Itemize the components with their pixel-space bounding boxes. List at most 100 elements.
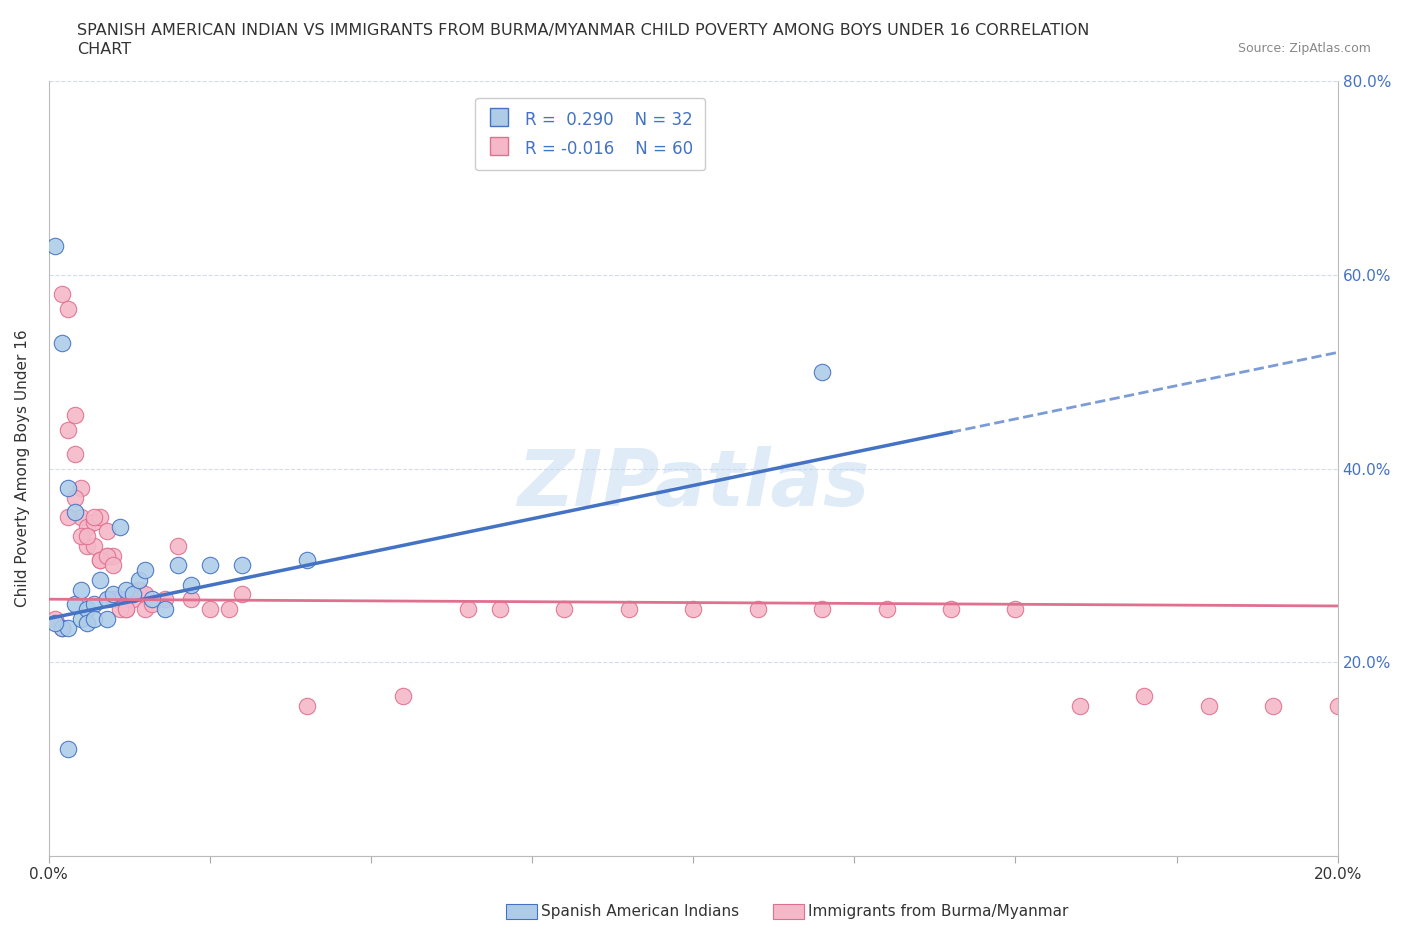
Point: [83, 596, 105, 611]
Point: [56, 621, 79, 636]
Point: [103, 587, 125, 602]
Point: [56, 301, 79, 316]
Point: [811, 365, 834, 379]
Point: [180, 591, 202, 606]
Point: [128, 582, 150, 597]
Point: [103, 558, 125, 573]
Point: [153, 591, 176, 606]
Point: [115, 602, 138, 617]
Point: [141, 591, 163, 606]
Point: [134, 563, 156, 578]
Point: [198, 602, 221, 617]
Point: [1133, 688, 1156, 703]
Point: [166, 558, 188, 573]
Point: [56, 481, 79, 496]
Point: [63, 446, 86, 461]
Point: [76, 602, 98, 617]
Point: [89, 510, 111, 525]
Point: [83, 514, 105, 529]
Point: [457, 602, 479, 617]
Text: SPANISH AMERICAN INDIAN VS IMMIGRANTS FROM BURMA/MYANMAR CHILD POVERTY AMONG BOY: SPANISH AMERICAN INDIAN VS IMMIGRANTS FR…: [77, 23, 1090, 38]
Point: [56, 510, 79, 525]
Point: [108, 591, 131, 606]
Point: [56, 422, 79, 437]
Point: [617, 602, 640, 617]
Point: [198, 558, 221, 573]
Text: CHART: CHART: [77, 42, 131, 57]
Point: [141, 596, 163, 611]
Point: [51, 287, 73, 302]
Point: [553, 602, 575, 617]
Text: Spanish American Indians: Spanish American Indians: [541, 904, 740, 919]
Point: [51, 336, 73, 351]
Point: [115, 602, 138, 617]
Text: Immigrants from Burma/Myanmar: Immigrants from Burma/Myanmar: [808, 904, 1069, 919]
Point: [89, 572, 111, 587]
Point: [44, 238, 66, 253]
Point: [70, 481, 93, 496]
Point: [89, 553, 111, 568]
Point: [96, 524, 118, 538]
Point: [89, 553, 111, 568]
Text: Source: ZipAtlas.com: Source: ZipAtlas.com: [1237, 42, 1371, 55]
Point: [56, 742, 79, 757]
Point: [96, 548, 118, 563]
Point: [76, 538, 98, 553]
Point: [231, 587, 253, 602]
Point: [108, 519, 131, 534]
Point: [76, 616, 98, 631]
Point: [1198, 698, 1220, 713]
Point: [121, 587, 143, 602]
Point: [121, 591, 143, 606]
Point: [44, 611, 66, 626]
Point: [76, 519, 98, 534]
Point: [63, 505, 86, 520]
Point: [96, 591, 118, 606]
Point: [876, 602, 898, 617]
Point: [96, 611, 118, 626]
Point: [295, 553, 318, 568]
Point: [128, 572, 150, 587]
Point: [83, 611, 105, 626]
Point: [103, 591, 125, 606]
Point: [83, 538, 105, 553]
Point: [51, 621, 73, 636]
Point: [103, 548, 125, 563]
Point: [134, 602, 156, 617]
Point: [682, 602, 704, 617]
Point: [70, 611, 93, 626]
Point: [63, 490, 86, 505]
Point: [1069, 698, 1091, 713]
Point: [63, 408, 86, 423]
Point: [70, 529, 93, 544]
Point: [153, 602, 176, 617]
Point: [115, 582, 138, 597]
Point: [939, 602, 962, 617]
Point: [76, 529, 98, 544]
Point: [44, 616, 66, 631]
Point: [180, 578, 202, 592]
Point: [218, 602, 240, 617]
Point: [1326, 698, 1348, 713]
Point: [1004, 602, 1026, 617]
Point: [489, 602, 512, 617]
Point: [134, 587, 156, 602]
Point: [96, 548, 118, 563]
Text: ZIPatlas: ZIPatlas: [517, 446, 869, 522]
Point: [70, 582, 93, 597]
Point: [83, 510, 105, 525]
Point: [63, 596, 86, 611]
Point: [70, 510, 93, 525]
Point: [392, 688, 415, 703]
Point: [166, 538, 188, 553]
Point: [115, 591, 138, 606]
Point: [51, 621, 73, 636]
Point: [811, 602, 834, 617]
Legend: R =  0.290    N = 32, R = -0.016    N = 60: R = 0.290 N = 32, R = -0.016 N = 60: [475, 98, 704, 170]
Point: [295, 698, 318, 713]
Point: [1263, 698, 1285, 713]
Point: [231, 558, 253, 573]
Point: [747, 602, 769, 617]
Point: [108, 602, 131, 617]
Y-axis label: Child Poverty Among Boys Under 16: Child Poverty Among Boys Under 16: [15, 330, 30, 607]
